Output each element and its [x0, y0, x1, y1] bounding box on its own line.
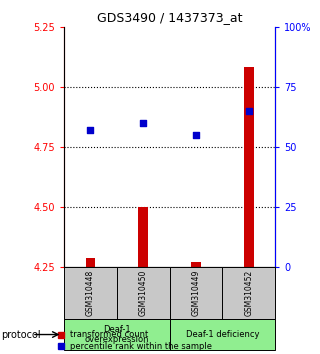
Bar [170, 267, 222, 319]
Bar [86, 258, 95, 267]
Bar [64, 267, 117, 319]
Bar [222, 267, 275, 319]
Text: Deaf-1
overexpression: Deaf-1 overexpression [84, 325, 149, 344]
Text: protocol: protocol [2, 330, 41, 339]
Point [88, 127, 93, 133]
Bar [244, 68, 253, 267]
Bar [191, 262, 201, 267]
Point [141, 120, 146, 126]
Text: GSM310452: GSM310452 [244, 270, 253, 316]
Text: Deaf-1 deficiency: Deaf-1 deficiency [186, 330, 259, 339]
Text: percentile rank within the sample: percentile rank within the sample [70, 342, 212, 351]
Bar [170, 319, 275, 350]
Bar [64, 319, 170, 350]
Text: GSM310448: GSM310448 [86, 270, 95, 316]
Text: GSM310449: GSM310449 [191, 270, 201, 316]
Bar [139, 207, 148, 267]
Text: transformed count: transformed count [70, 330, 149, 339]
Text: GSM310450: GSM310450 [139, 270, 148, 316]
Title: GDS3490 / 1437373_at: GDS3490 / 1437373_at [97, 11, 242, 24]
Point [193, 132, 198, 138]
Point [246, 108, 251, 114]
Bar [117, 267, 170, 319]
